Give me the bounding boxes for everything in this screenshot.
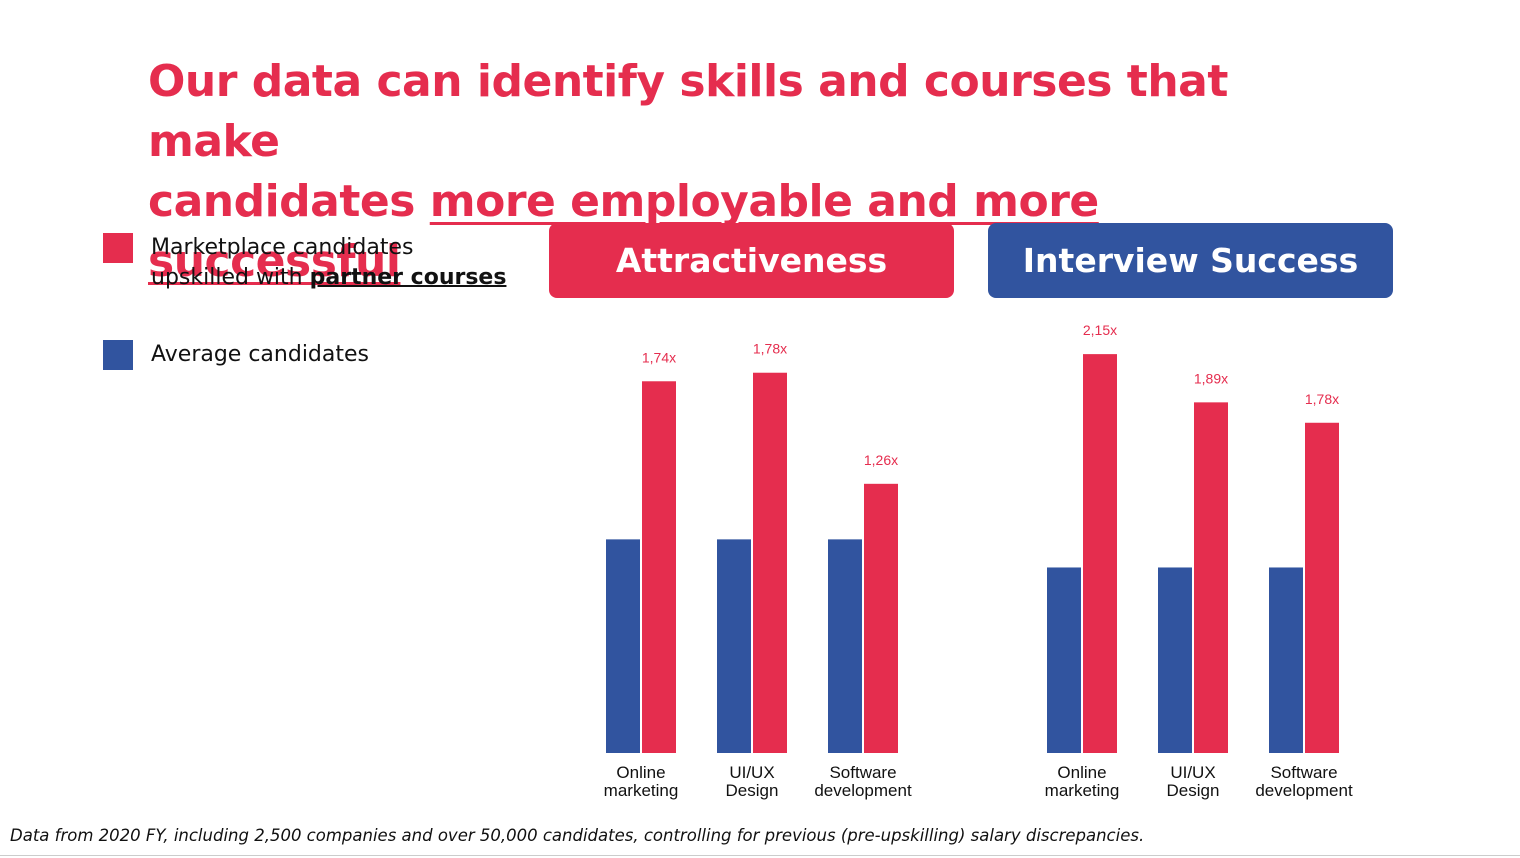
- legend-marketplace-label: Marketplace candidates upskilled with pa…: [151, 235, 507, 290]
- category-label-1-2-1: development: [1255, 781, 1353, 800]
- legend-average-label: Average candidates: [151, 342, 370, 367]
- footnote: Data from 2020 FY, including 2,500 compa…: [10, 826, 1145, 845]
- data-label-1-1: 1,89x: [1194, 370, 1228, 386]
- legend-swatch-blue: [103, 340, 133, 370]
- bar-0-0-marketplace: [642, 381, 676, 753]
- data-label-0-0: 1,74x: [642, 349, 676, 365]
- bar-1-2-marketplace: [1305, 422, 1339, 753]
- bar-0-1-marketplace: [753, 372, 787, 753]
- title-line-2: candidates: [148, 176, 430, 227]
- bar-1-0-average: [1047, 567, 1081, 753]
- bar-1-0-marketplace: [1083, 354, 1117, 753]
- legend-marketplace: Marketplace candidates upskilled with pa…: [103, 233, 506, 293]
- bar-0-2-marketplace: [864, 483, 898, 753]
- category-label-1-0-0: Online: [1057, 763, 1106, 782]
- page-title: Our data can identify skills and courses…: [148, 52, 1348, 292]
- bar-1-1-marketplace: [1194, 402, 1228, 753]
- data-label-0-1: 1,78x: [753, 341, 787, 357]
- category-label-1-0-1: marketing: [1045, 781, 1120, 800]
- category-label-0-2-1: development: [814, 781, 912, 800]
- category-label-0-1-1: Design: [726, 781, 779, 800]
- bar-1-1-average: [1158, 567, 1192, 753]
- legend-partner-courses: partner courses: [309, 265, 507, 290]
- category-label-0-0-1: marketing: [604, 781, 679, 800]
- category-label-0-2-0: Software: [829, 763, 896, 782]
- data-label-0-2: 1,26x: [864, 452, 898, 468]
- data-label-1-0: 2,15x: [1083, 322, 1117, 338]
- bar-1-2-average: [1269, 567, 1303, 753]
- category-label-1-1-0: UI/UX: [1170, 763, 1215, 782]
- category-label-0-0-0: Online: [616, 763, 665, 782]
- bar-0-2-average: [828, 539, 862, 753]
- category-label-0-1-0: UI/UX: [729, 763, 774, 782]
- data-label-1-2: 1,78x: [1305, 391, 1339, 407]
- bar-0-0-average: [606, 539, 640, 753]
- category-label-1-2-0: Software: [1270, 763, 1337, 782]
- category-label-1-1-1: Design: [1167, 781, 1220, 800]
- title-line-1: Our data can identify skills and courses…: [148, 56, 1228, 167]
- bottom-divider: [0, 855, 1520, 856]
- legend-swatch-red: [103, 233, 133, 263]
- legend-average: Average candidates: [103, 340, 369, 370]
- attractiveness-header: Attractiveness: [549, 223, 954, 298]
- bar-0-1-average: [717, 539, 751, 753]
- title-emphasis: more employable and more successful: [148, 176, 1099, 287]
- interview-success-header: Interview Success: [988, 223, 1393, 298]
